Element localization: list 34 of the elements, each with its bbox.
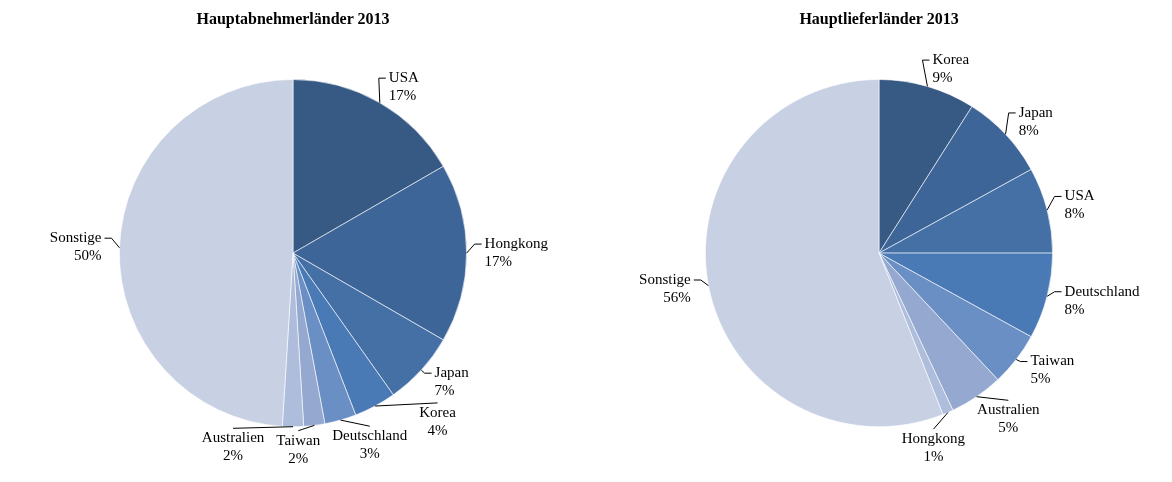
- slice-label: Sonstige: [49, 229, 102, 246]
- slice-label: Sonstige: [639, 270, 692, 287]
- slice-label: USA: [1064, 187, 1095, 204]
- data-label: 17%: [484, 253, 513, 270]
- data-label: 8%: [1018, 121, 1039, 138]
- data-label: 5%: [998, 419, 1019, 436]
- data-label: 2%: [288, 449, 309, 466]
- slice-label: Australien: [977, 401, 1041, 418]
- data-label: 50%: [73, 247, 102, 264]
- slice-label: Hongkong: [901, 430, 966, 447]
- slice-label: Australien: [201, 429, 265, 446]
- chart-title: Hauptabnehmerländer 2013: [196, 9, 390, 28]
- data-label: 2%: [223, 447, 244, 464]
- data-label: 8%: [1064, 205, 1085, 222]
- data-label: 3%: [359, 445, 380, 462]
- slice-label: Korea: [419, 403, 457, 420]
- slice-label: Japan: [1018, 103, 1054, 120]
- slice-label: Japan: [434, 364, 470, 381]
- data-label: 56%: [663, 288, 691, 305]
- slice-label: Taiwan: [276, 431, 321, 448]
- slice-label: USA: [388, 69, 419, 86]
- slice-label: Deutschland: [1064, 282, 1141, 299]
- slice-label: Deutschland: [332, 427, 408, 444]
- data-label: 9%: [932, 69, 953, 86]
- slice-label: Taiwan: [1030, 352, 1075, 369]
- slice-label: Hongkong: [484, 235, 549, 252]
- slice-label: Korea: [932, 51, 970, 68]
- data-label: 5%: [1030, 370, 1051, 387]
- chart-title: Hauptlieferländer 2013: [799, 9, 959, 28]
- data-label: 1%: [923, 448, 944, 465]
- data-label: 17%: [388, 87, 417, 104]
- data-label: 4%: [427, 421, 448, 438]
- data-label: 8%: [1064, 300, 1085, 317]
- data-label: 7%: [434, 382, 455, 399]
